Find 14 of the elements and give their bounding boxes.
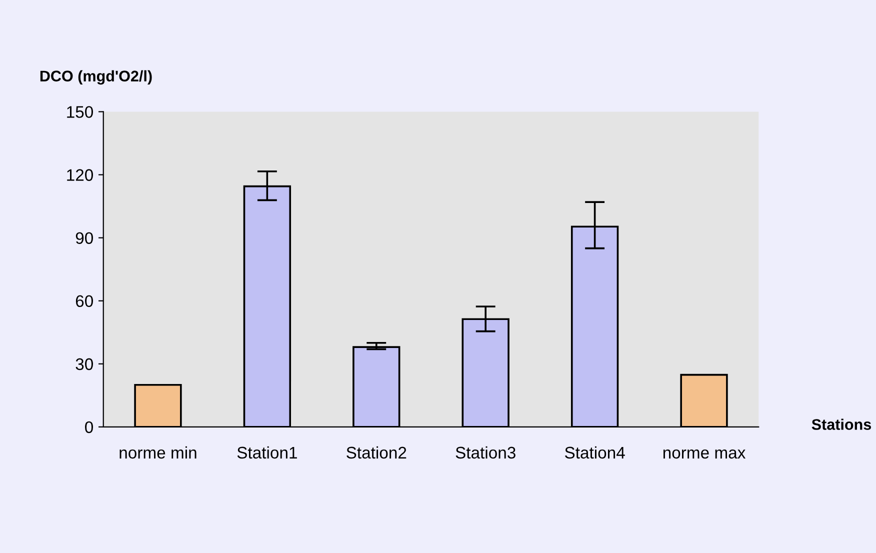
x-tick-label: Station1 [237, 446, 297, 459]
y-tick-label: 120 [67, 169, 93, 181]
y-tick-label: 60 [76, 295, 93, 308]
x-axis-title: Stations [812, 418, 871, 430]
y-tick-label: 30 [76, 358, 93, 370]
y-tick-label: 150 [67, 106, 93, 118]
x-tick-label: norme max [663, 449, 746, 459]
y-axis-title: DCO (mgd'O2/l) [40, 70, 152, 85]
x-tick-label: Station4 [564, 446, 625, 459]
x-tick-label: Station3 [456, 446, 516, 459]
x-tick-label: norme min [120, 446, 196, 459]
x-tick-label: Station2 [346, 446, 406, 459]
y-tick-label: 90 [76, 232, 93, 244]
y-tick-label: 0 [85, 421, 93, 434]
